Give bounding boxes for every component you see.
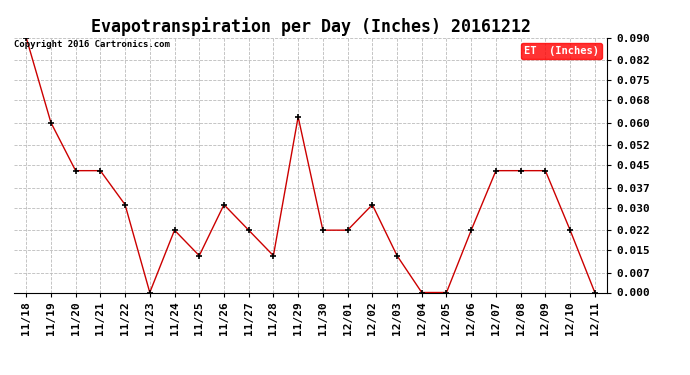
Title: Evapotranspiration per Day (Inches) 20161212: Evapotranspiration per Day (Inches) 2016… [90, 17, 531, 36]
Legend: ET  (Inches): ET (Inches) [521, 43, 602, 59]
Text: Copyright 2016 Cartronics.com: Copyright 2016 Cartronics.com [14, 40, 170, 49]
